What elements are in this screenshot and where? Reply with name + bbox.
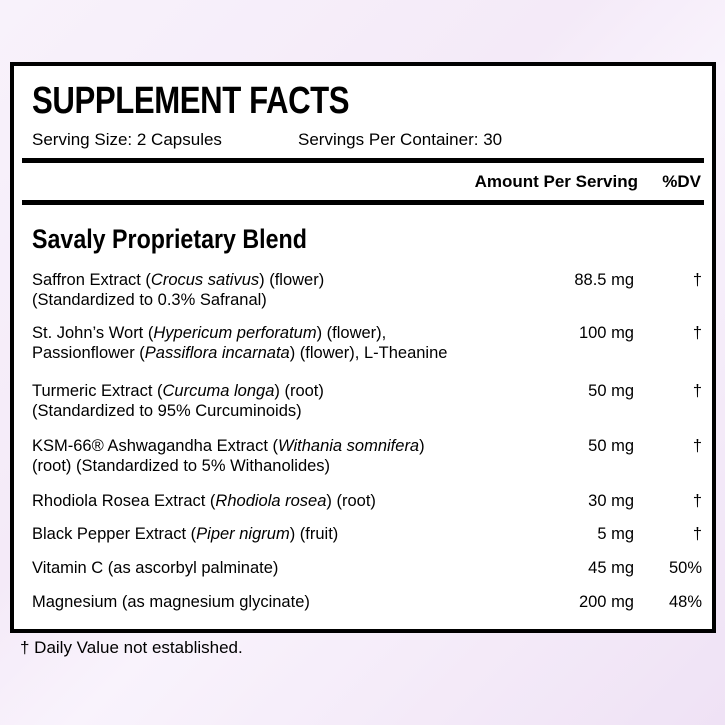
ingredient-text: Magnesium (as magnesium glycinate) <box>32 593 310 611</box>
ingredient-text: Crocus sativus <box>150 271 260 289</box>
ingredient-text: St. John’s Wort ( <box>32 324 154 342</box>
dv-header: %DV <box>662 172 701 191</box>
ingredient-text: ) <box>419 437 425 455</box>
ingredient-text: Saffron Extract ( <box>32 271 151 289</box>
footnote: † Daily Value not established. <box>20 638 243 657</box>
ingredient-name: Vitamin C (as ascorbyl palminate) <box>32 558 278 578</box>
ingredient-amount: 45 mg <box>588 559 634 577</box>
ingredient-text: Rhodiola rosea <box>215 492 327 510</box>
ingredient-text: Curcuma longa <box>162 382 275 400</box>
ingredient-amount: 50 mg <box>588 382 634 400</box>
ingredient-amount: 30 mg <box>588 492 634 510</box>
ingredient-text: Vitamin C (as ascorbyl palminate) <box>32 559 279 577</box>
panel-title: SUPPLEMENT FACTS <box>32 80 350 122</box>
ingredient-text: Piper nigrum <box>196 525 290 543</box>
ingredient-amount: 88.5 mg <box>574 271 634 289</box>
ingredient-name: Saffron Extract (Crocus sativus) (flower… <box>32 270 324 310</box>
ingredient-text: Turmeric Extract ( <box>32 382 163 400</box>
ingredient-dv: † <box>692 437 702 455</box>
ingredient-text: ) (root) <box>326 492 376 510</box>
ingredient-dv: † <box>692 271 702 289</box>
ingredient-text: ) (root) <box>274 382 324 400</box>
ingredient-text: ) (flower) <box>259 271 325 289</box>
serving-size: Serving Size: 2 Capsules <box>32 130 222 149</box>
ingredient-text: Withania somnifera <box>278 437 420 455</box>
ingredient-dv: † <box>692 525 702 543</box>
ingredient-text: ) (fruit) <box>289 525 339 543</box>
ingredient-name: Rhodiola Rosea Extract (Rhodiola rosea) … <box>32 491 376 511</box>
ingredient-name: Turmeric Extract (Curcuma longa) (root) (… <box>32 381 324 421</box>
ingredient-amount: 5 mg <box>597 525 634 543</box>
ingredient-text: Passiflora incarnata <box>144 344 290 362</box>
divider-rule <box>22 200 704 205</box>
ingredient-dv: 50% <box>668 559 702 577</box>
ingredient-text: (Standardized to 95% Curcuminoids) <box>32 402 302 420</box>
supplement-facts-panel: SUPPLEMENT FACTS Serving Size: 2 Capsule… <box>10 62 716 633</box>
ingredient-text: ) (flower), L-Theanine <box>289 344 448 362</box>
amount-per-serving-header: Amount Per Serving <box>474 172 638 191</box>
ingredient-text: Black Pepper Extract ( <box>32 525 197 543</box>
ingredient-text: (Standardized to 0.3% Safranal) <box>32 291 267 309</box>
ingredient-name: Magnesium (as magnesium glycinate) <box>32 592 310 612</box>
ingredient-dv: 48% <box>668 593 702 611</box>
blend-title: Savaly Proprietary Blend <box>32 224 307 254</box>
ingredient-text: ) (flower), <box>316 324 387 342</box>
ingredient-text: (root) (Standardized to 5% Withanolides) <box>32 457 331 475</box>
ingredient-name: St. John’s Wort (Hypericum perforatum) (… <box>32 323 447 363</box>
ingredient-dv: † <box>692 492 702 510</box>
servings-per-container: Servings Per Container: 30 <box>298 130 503 149</box>
ingredient-text: Hypericum perforatum <box>153 324 317 342</box>
ingredient-amount: 50 mg <box>588 437 634 455</box>
divider-rule <box>22 158 704 163</box>
ingredient-name: KSM-66® Ashwagandha Extract (Withania so… <box>32 436 425 476</box>
ingredient-text: Rhodiola Rosea Extract ( <box>32 492 216 510</box>
ingredient-amount: 200 mg <box>578 593 634 611</box>
ingredient-text: KSM-66® Ashwagandha Extract ( <box>32 437 279 455</box>
ingredient-text: Passionflower ( <box>32 344 145 362</box>
ingredient-dv: † <box>692 382 702 400</box>
ingredient-name: Black Pepper Extract (Piper nigrum) (fru… <box>32 524 338 544</box>
ingredient-amount: 100 mg <box>578 324 634 342</box>
ingredient-dv: † <box>692 324 702 342</box>
